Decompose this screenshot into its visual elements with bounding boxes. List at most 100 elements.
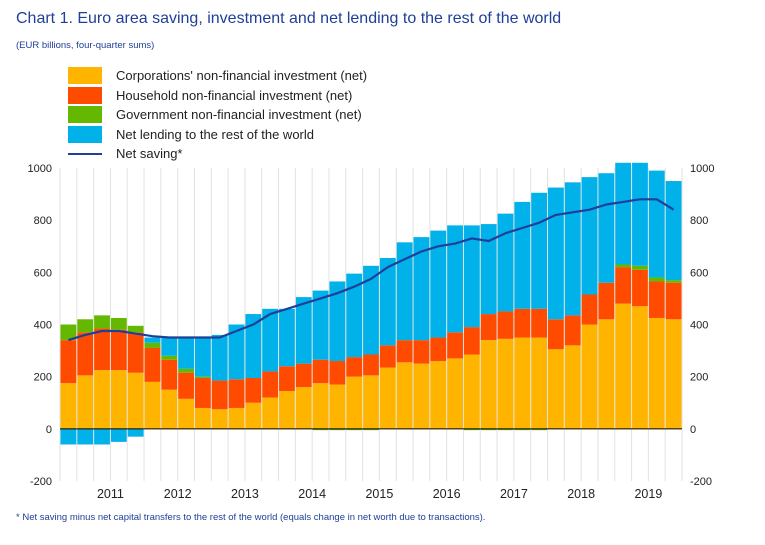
bar-corporations-2012Q1 — [144, 381, 161, 429]
bar-net_lending-2011Q4 — [127, 428, 144, 437]
legend-swatch-net-saving — [68, 152, 102, 155]
bar-corporations-2014Q1 — [279, 391, 295, 429]
bar-corporations-2012Q4 — [194, 407, 211, 429]
bar-government-2011Q2 — [94, 315, 110, 329]
y-tick-left: 400 — [34, 320, 52, 332]
bar-corporations-2017Q1 — [480, 340, 497, 429]
x-tick-label: 2017 — [500, 487, 528, 501]
bar-corporations-2019Q2 — [632, 306, 648, 429]
bar-net_lending-2014Q2 — [295, 297, 312, 364]
bar-net_lending-2019Q1 — [615, 162, 632, 265]
bar-net_lending-2011Q1 — [77, 428, 94, 445]
bar-household-2018Q3 — [581, 294, 598, 325]
bar-corporations-2015Q4 — [396, 362, 413, 429]
bar-corporations-2018Q1 — [548, 349, 564, 429]
bar-household-2019Q4 — [665, 282, 682, 320]
bar-corporations-2014Q4 — [329, 384, 346, 429]
bar-household-2013Q1 — [211, 380, 228, 410]
bar-net_lending-2015Q4 — [396, 242, 413, 341]
bar-household-2012Q2 — [161, 359, 178, 390]
bar-corporations-2016Q1 — [413, 363, 430, 429]
bar-corporations-2017Q2 — [497, 338, 514, 429]
y-tick-left: 800 — [34, 215, 52, 227]
y-tick-right: 200 — [690, 372, 708, 384]
x-tick-label: 2014 — [298, 487, 326, 501]
bar-household-2015Q2 — [363, 354, 379, 376]
bar-household-2017Q3 — [514, 308, 531, 338]
y-tick-right: 400 — [690, 320, 708, 332]
bar-household-2013Q2 — [228, 379, 245, 408]
bar-government-2019Q4 — [665, 280, 682, 283]
bar-government-2012Q3 — [178, 368, 194, 373]
bar-corporations-2012Q3 — [178, 398, 194, 429]
y-tick-left: -200 — [30, 476, 52, 488]
bar-government-2011Q1 — [77, 319, 94, 333]
chart-title: Chart 1. Euro area saving, investment an… — [16, 10, 562, 27]
bar-government-2014Q4 — [329, 428, 346, 431]
bar-net_lending-2015Q3 — [379, 257, 396, 346]
bar-government-2011Q4 — [127, 325, 144, 333]
bar-household-2011Q3 — [110, 329, 127, 371]
bar-corporations-2011Q2 — [94, 370, 110, 429]
y-tick-right: 600 — [690, 267, 708, 279]
bar-net_lending-2018Q3 — [581, 177, 598, 295]
bar-corporations-2018Q4 — [598, 319, 615, 429]
bar-corporations-2019Q4 — [665, 319, 682, 429]
x-tick-label: 2013 — [231, 487, 259, 501]
bar-net_lending-2017Q2 — [497, 213, 514, 312]
bar-net_lending-2017Q3 — [514, 201, 531, 309]
bar-net_lending-2016Q3 — [447, 225, 463, 333]
legend-item-household: Household non-financial investment (net) — [68, 86, 367, 106]
bar-net_lending-2014Q4 — [329, 281, 346, 362]
legend-swatch-household — [68, 86, 102, 104]
gridlines — [59, 168, 683, 481]
y-tick-right: 1000 — [690, 163, 714, 175]
bar-net_lending-2011Q2 — [94, 428, 110, 445]
bar-net_lending-2019Q3 — [648, 170, 665, 278]
bar-household-2011Q1 — [77, 332, 94, 376]
bar-corporations-2013Q2 — [228, 407, 245, 429]
bar-household-2014Q3 — [312, 359, 329, 384]
bars — [60, 162, 682, 445]
bar-household-2013Q4 — [262, 371, 279, 398]
y-tick-right: -200 — [690, 476, 712, 488]
bar-government-2017Q1 — [480, 428, 497, 431]
bar-corporations-2018Q3 — [581, 324, 598, 429]
x-tick-label: 2012 — [164, 487, 192, 501]
y-tick-left: 0 — [46, 424, 52, 436]
bar-household-2018Q4 — [598, 282, 615, 320]
bar-net_lending-2016Q2 — [430, 230, 447, 338]
bar-corporations-2016Q3 — [447, 358, 463, 429]
y-tick-left: 1000 — [28, 163, 52, 175]
bar-net_lending-2017Q1 — [480, 224, 497, 315]
bar-net_lending-2016Q1 — [413, 237, 430, 341]
legend: Corporations' non-financial investment (… — [68, 66, 367, 164]
bar-government-2012Q1 — [144, 342, 161, 348]
bar-household-2016Q1 — [413, 340, 430, 364]
legend-swatch-government — [68, 106, 102, 124]
bar-household-2017Q4 — [531, 308, 548, 338]
bar-corporations-2015Q2 — [363, 375, 379, 429]
net-saving-line-group — [68, 198, 675, 342]
bar-household-2012Q1 — [144, 347, 161, 382]
bar-household-2015Q1 — [346, 357, 363, 377]
bar-net_lending-2013Q4 — [262, 308, 279, 372]
bar-household-2019Q3 — [648, 281, 665, 318]
bar-net_lending-2013Q1 — [211, 334, 228, 381]
legend-item-corporations: Corporations' non-financial investment (… — [68, 66, 367, 86]
legend-label-net-saving: Net saving* — [116, 146, 183, 162]
bar-government-2017Q4 — [531, 428, 548, 431]
bar-household-2010Q4 — [60, 340, 77, 384]
bar-corporations-2014Q3 — [312, 383, 329, 429]
bar-net_lending-2017Q4 — [531, 192, 548, 309]
bar-net_lending-2012Q4 — [194, 337, 211, 377]
bar-household-2015Q4 — [396, 340, 413, 363]
bar-corporations-2016Q2 — [430, 361, 447, 429]
x-tick-label: 2011 — [97, 487, 124, 501]
bar-corporations-2013Q4 — [262, 397, 279, 429]
bar-net_lending-2018Q4 — [598, 173, 615, 283]
bar-household-2011Q2 — [94, 328, 110, 371]
bar-household-2014Q4 — [329, 361, 346, 385]
bar-household-2016Q2 — [430, 337, 447, 362]
